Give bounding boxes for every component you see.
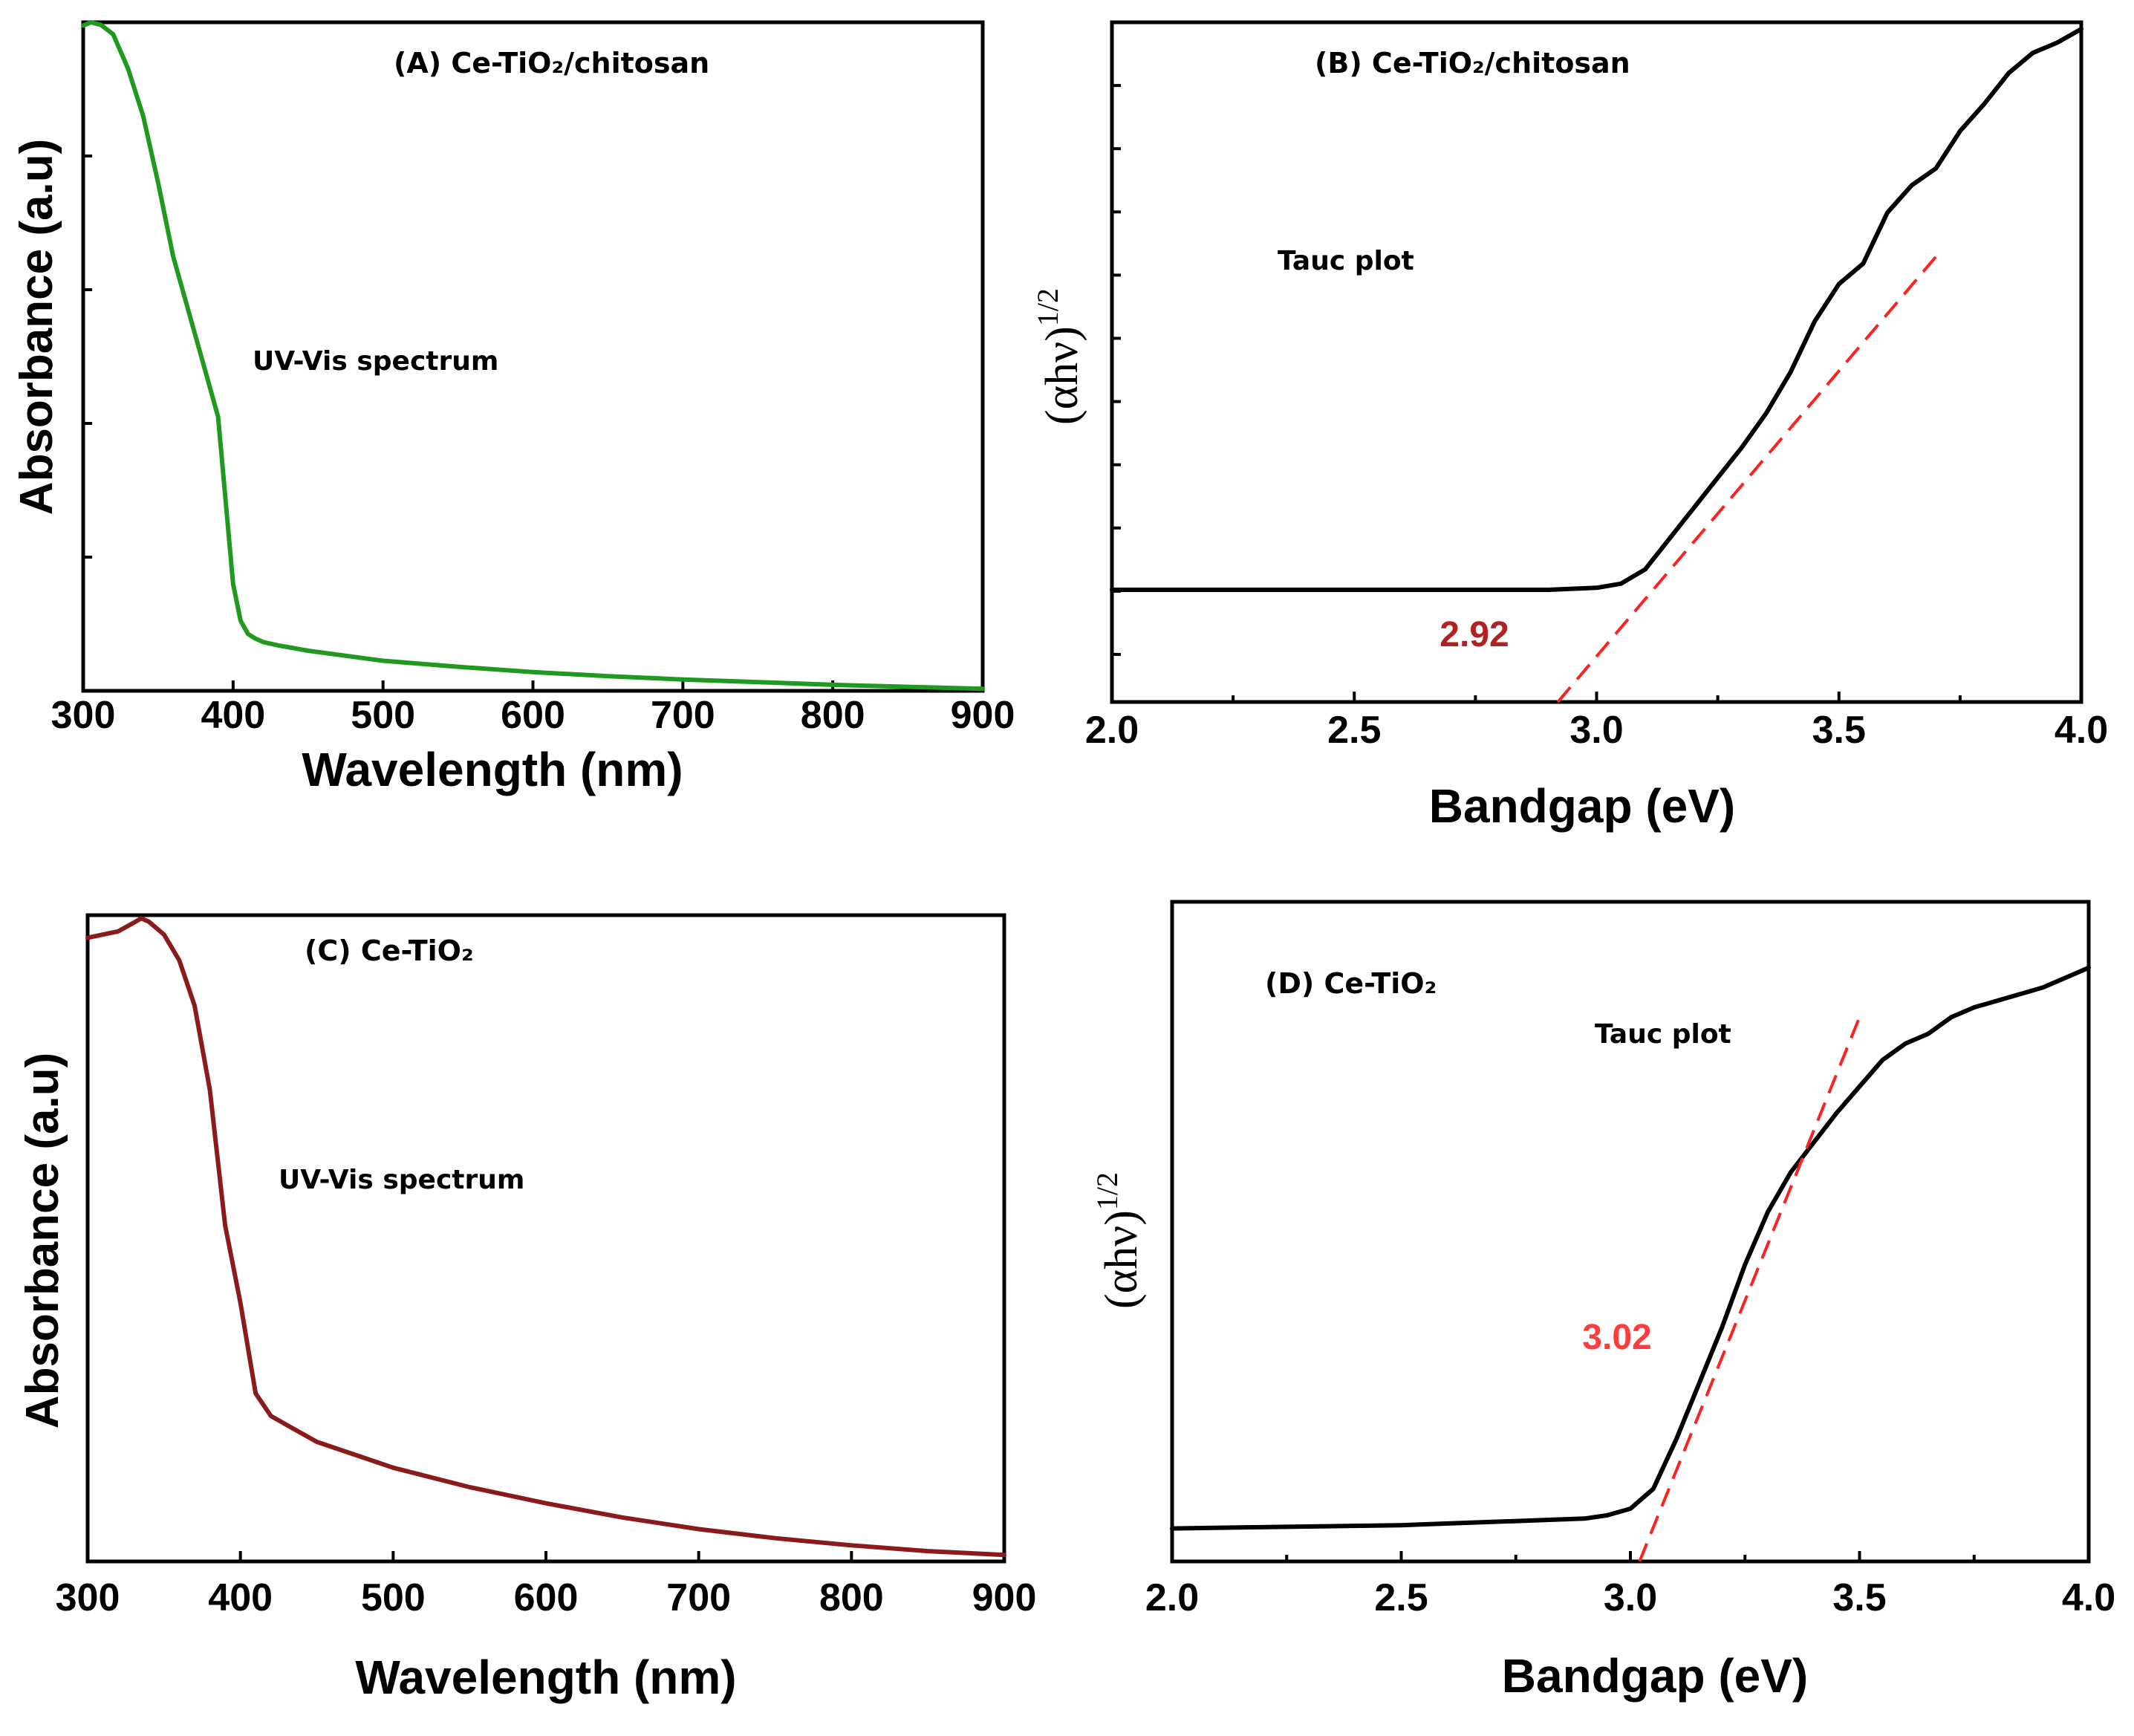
x-tick-label: 3.5 [1812, 709, 1866, 752]
tauc-fit-line [1556, 256, 1937, 703]
x-tick-label: 500 [351, 694, 415, 737]
x-tick-label: 4.0 [2055, 709, 2108, 752]
x-tick-label: 300 [51, 694, 116, 737]
panel-annotation: Tauc plot [1278, 246, 1414, 276]
series-line [1110, 27, 2083, 592]
x-tick-label: 4.0 [2062, 1576, 2115, 1619]
plot-frame [1170, 900, 2091, 1564]
y-axis-label-superscript: 1/2 [1031, 288, 1064, 326]
x-tick-label: 700 [651, 694, 715, 737]
x-axis-label: Bandgap (eV) [1429, 779, 1735, 833]
panel-annotation: UV-Vis spectrum [279, 1165, 524, 1195]
x-tick-label: 900 [972, 1576, 1037, 1619]
x-tick-label: 2.0 [1145, 1576, 1199, 1619]
y-axis-label-superscript: 1/2 [1090, 1172, 1124, 1210]
panel-title: (D) Ce-TiO₂ [1265, 967, 1437, 1000]
x-tick-label: 3.0 [1569, 709, 1623, 752]
x-tick-label: 400 [201, 694, 265, 737]
series-line [1170, 965, 2091, 1531]
panel-b: 2.0 2.5 3.0 3.5 4.0 2.92 (B) Ce-TiO₂/chitosan T… [1031, 20, 2108, 833]
plot-frame [85, 913, 1006, 1564]
x-tick-label: 900 [951, 694, 1015, 737]
panel-d: 2.0 2.5 3.0 3.5 4.0 3.02 (D) Ce-TiO₂ Tauc plot B… [1090, 900, 2115, 1703]
panel-title: (A) Ce-TiO₂/chitosan [394, 47, 709, 79]
panel-annotation: UV-Vis spectrum [253, 346, 498, 377]
x-tick-label: 300 [56, 1576, 120, 1619]
y-axis-label-main: (αhν) [1037, 326, 1087, 425]
x-axis-label: Wavelength (nm) [302, 743, 683, 796]
plot-frame [1110, 20, 2083, 704]
bandgap-value-label: 2.92 [1440, 615, 1509, 654]
y-axis-label-main: Absorbance (a.u) [17, 1053, 68, 1428]
panel-a: 300 400 500 600 700 800 900 (A) Ce-TiO₂/chitosa… [11, 20, 1015, 796]
x-tick-label: 600 [501, 694, 565, 737]
panel-c: 300 400 500 600 700 800 900 (C) Ce-TiO₂ UV-Vis s… [17, 913, 1037, 1704]
x-tick-label: 400 [208, 1576, 273, 1619]
x-tick-label: 2.5 [1327, 709, 1381, 752]
series-line [81, 20, 985, 692]
x-tick-label: 500 [361, 1576, 426, 1619]
tauc-fit-line [1638, 1016, 1861, 1562]
plot-frame [81, 20, 985, 693]
x-tick-label: 600 [514, 1576, 579, 1619]
x-tick-label: 800 [819, 1576, 884, 1619]
y-axis-label: (αhν)1/2 [1031, 288, 1087, 425]
panel-title: (C) Ce-TiO₂ [305, 934, 474, 967]
x-tick-label: 3.0 [1604, 1576, 1657, 1619]
x-tick-label: 800 [801, 694, 865, 737]
x-tick-label: 2.0 [1085, 709, 1139, 752]
y-axis-label: Absorbance (a.u) [11, 139, 62, 515]
panel-annotation: Tauc plot [1595, 1019, 1731, 1050]
x-tick-label: 2.5 [1374, 1576, 1428, 1619]
bandgap-value-label: 3.02 [1582, 1318, 1651, 1357]
y-axis-label: (αhν)1/2 [1090, 1172, 1147, 1309]
y-axis-label-main: (αhν) [1096, 1210, 1147, 1309]
series-line [85, 916, 1006, 1558]
y-axis-label: Absorbance (a.u) [17, 1053, 68, 1428]
x-tick-label: 3.5 [1832, 1576, 1886, 1619]
y-axis-label-main: Absorbance (a.u) [11, 139, 62, 515]
x-axis-label: Bandgap (eV) [1502, 1649, 1808, 1703]
x-tick-label: 700 [666, 1576, 731, 1619]
panel-title: (B) Ce-TiO₂/chitosan [1315, 47, 1630, 79]
x-axis-label: Wavelength (nm) [355, 1651, 736, 1704]
